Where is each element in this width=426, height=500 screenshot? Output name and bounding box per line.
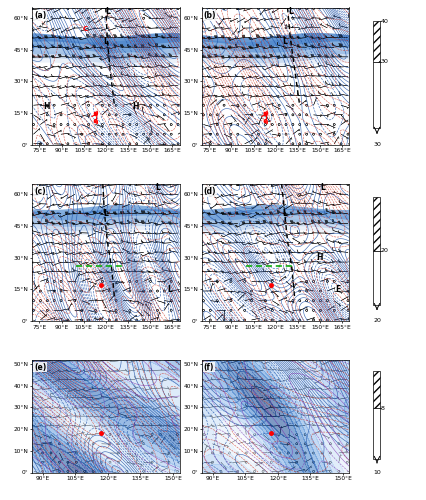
Text: (a): (a) (34, 11, 46, 20)
Text: H: H (316, 253, 322, 262)
Text: (b): (b) (203, 11, 216, 20)
Text: 10: 10 (372, 470, 380, 475)
Text: L: L (282, 209, 286, 218)
Text: H: H (43, 102, 50, 112)
Text: 30: 30 (380, 60, 388, 64)
Bar (372, 62, 379, 128)
Text: 20: 20 (380, 248, 388, 254)
Bar (372, 251, 379, 304)
Bar (372, 21, 379, 62)
Text: C: C (82, 26, 87, 32)
Text: L: L (167, 285, 171, 294)
Text: 20: 20 (372, 318, 380, 324)
Text: L: L (104, 7, 109, 16)
Text: (f): (f) (203, 362, 214, 372)
Text: (c): (c) (34, 187, 46, 196)
Bar (372, 198, 379, 251)
Bar (372, 408, 379, 459)
Bar (372, 371, 379, 408)
Text: 40: 40 (380, 18, 388, 24)
Text: 30: 30 (372, 142, 380, 147)
Text: L: L (103, 37, 108, 46)
Text: L: L (282, 37, 286, 46)
Text: L: L (155, 184, 159, 192)
Text: (d): (d) (203, 187, 216, 196)
Text: 8: 8 (380, 406, 384, 410)
Text: E: E (334, 285, 340, 294)
Text: L: L (320, 184, 325, 192)
Text: L: L (103, 209, 108, 218)
Text: H: H (132, 102, 138, 112)
Text: (e): (e) (34, 362, 46, 372)
Text: L: L (287, 7, 292, 16)
